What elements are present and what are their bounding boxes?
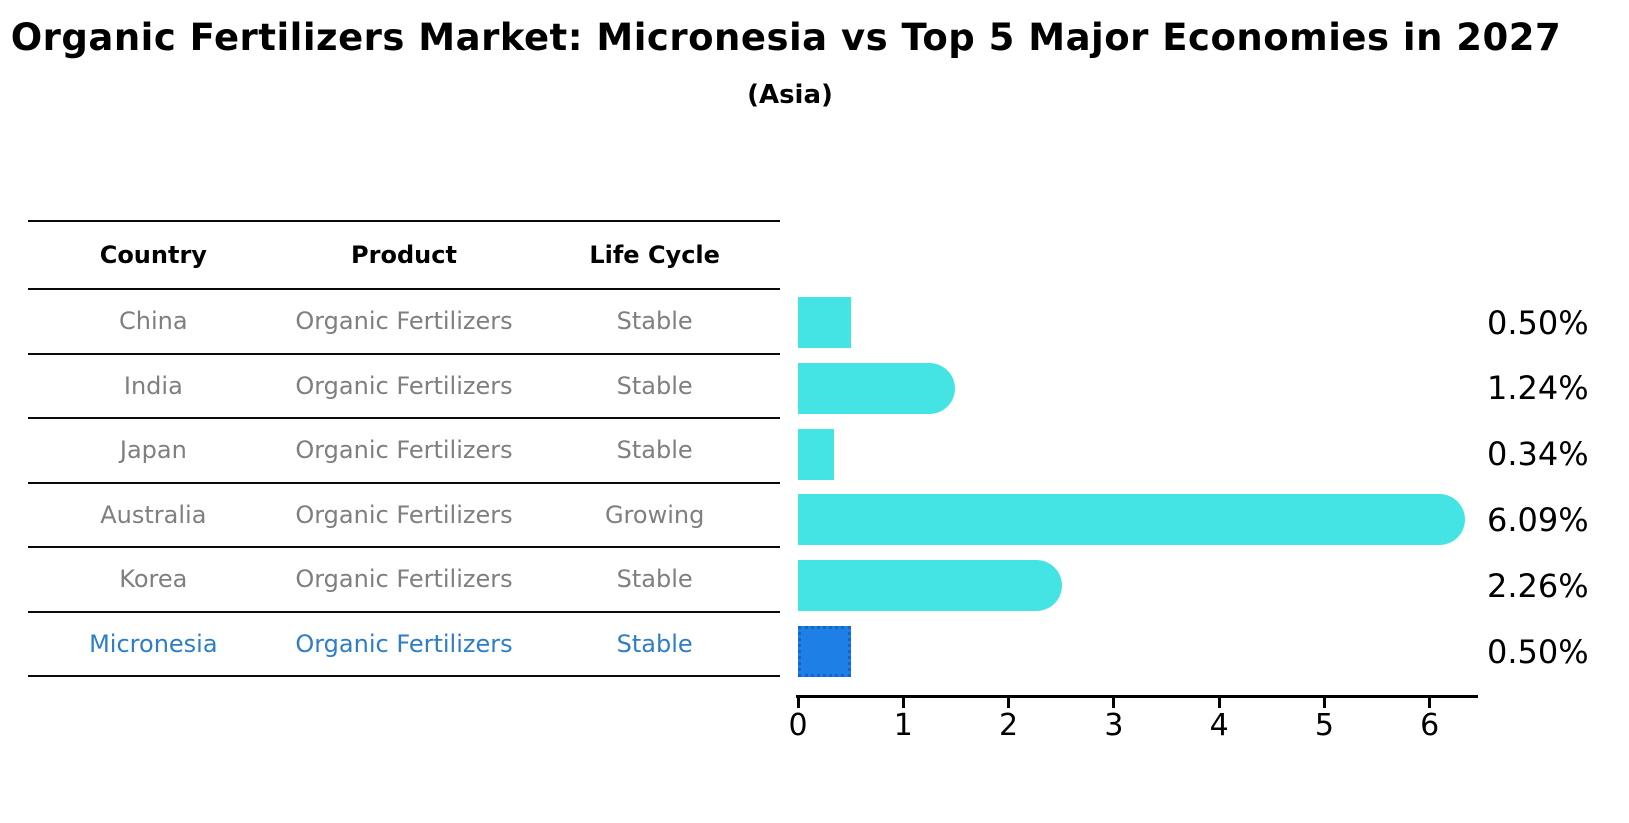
table-row: Australia Organic Fertilizers Growing — [28, 484, 780, 547]
header-cell-life-cycle: Life Cycle — [589, 241, 720, 269]
table-row: Micronesia Organic Fertilizers Stable — [28, 613, 780, 676]
bar-value-label: 0.34% — [1487, 435, 1589, 474]
bar-value-label: 0.50% — [1487, 303, 1589, 342]
table-cell-life-cycle: Growing — [604, 500, 705, 529]
table-cell-country: India — [123, 371, 183, 400]
table-grid-line — [28, 675, 780, 677]
bar-australia — [798, 494, 1465, 546]
x-axis-tick — [796, 697, 800, 708]
table-cell-product: Organic Fertilizers — [295, 436, 513, 465]
table-cell-country: Korea — [119, 565, 188, 594]
table-row: India Organic Fertilizers Stable — [28, 355, 780, 418]
table-row: China Organic Fertilizers Stable — [28, 290, 780, 353]
x-axis-tick — [1217, 697, 1221, 708]
table-cell-product: Organic Fertilizers — [295, 629, 513, 658]
x-axis-tick-label: 6 — [1420, 708, 1440, 743]
chart-title: Organic Fertilizers Market: Micronesia v… — [10, 16, 1562, 59]
table-grid-line — [28, 352, 780, 355]
table-cell-country: Australia — [100, 500, 207, 529]
table-cell-country: Micronesia — [89, 629, 218, 658]
table-grid-line — [28, 481, 780, 484]
x-axis-tick — [901, 697, 905, 708]
x-axis-tick-label: 5 — [1314, 708, 1334, 743]
table-cell-country: China — [119, 307, 188, 336]
table-cell-life-cycle: Stable — [616, 371, 693, 400]
x-axis-tick — [1322, 697, 1326, 708]
bar-india — [798, 362, 955, 414]
x-axis-tick-label: 3 — [1104, 708, 1124, 743]
x-axis-tick-label: 2 — [999, 708, 1019, 743]
table-cell-product: Organic Fertilizers — [295, 500, 513, 529]
table-cell-life-cycle: Stable — [616, 307, 693, 336]
x-axis-line — [796, 695, 1478, 698]
table-cell-product: Organic Fertilizers — [295, 307, 513, 336]
bar-value-label: 1.24% — [1487, 369, 1589, 408]
x-axis-tick — [1112, 697, 1116, 708]
table-row: Korea Organic Fertilizers Stable — [28, 548, 780, 611]
table-cell-product: Organic Fertilizers — [295, 371, 513, 400]
highlight-bar-micronesia — [798, 626, 851, 677]
header-cell-country: Country — [99, 241, 207, 269]
bar-value-label: 2.26% — [1487, 566, 1589, 605]
bar-china — [798, 297, 851, 348]
table-grid-line — [28, 610, 780, 613]
table-row: Japan Organic Fertilizers Stable — [28, 419, 780, 482]
chart-subtitle: (Asia) — [747, 80, 833, 110]
x-axis-tick — [1007, 697, 1011, 708]
bar-value-label: 6.09% — [1487, 500, 1589, 539]
x-axis-tick-label: 0 — [788, 708, 808, 743]
bar-korea — [798, 560, 1062, 612]
table-grid-line — [28, 288, 780, 290]
bar-japan — [798, 428, 834, 480]
x-axis-tick-label: 1 — [893, 708, 913, 743]
bar-value-label: 0.50% — [1487, 632, 1589, 671]
x-axis-tick — [1428, 697, 1432, 708]
header-cell-product: Product — [351, 241, 457, 269]
table-cell-product: Organic Fertilizers — [295, 565, 513, 594]
table-cell-life-cycle: Stable — [616, 629, 693, 658]
table-grid-line — [28, 417, 780, 419]
table-grid-line — [28, 546, 780, 548]
table-grid-line — [28, 220, 780, 222]
table-cell-country: Japan — [119, 436, 187, 465]
x-axis-tick-label: 4 — [1209, 708, 1229, 743]
table-header-row: Country Product Life Cycle — [28, 222, 780, 288]
table-cell-life-cycle: Stable — [616, 565, 693, 594]
table-cell-life-cycle: Stable — [616, 436, 693, 465]
